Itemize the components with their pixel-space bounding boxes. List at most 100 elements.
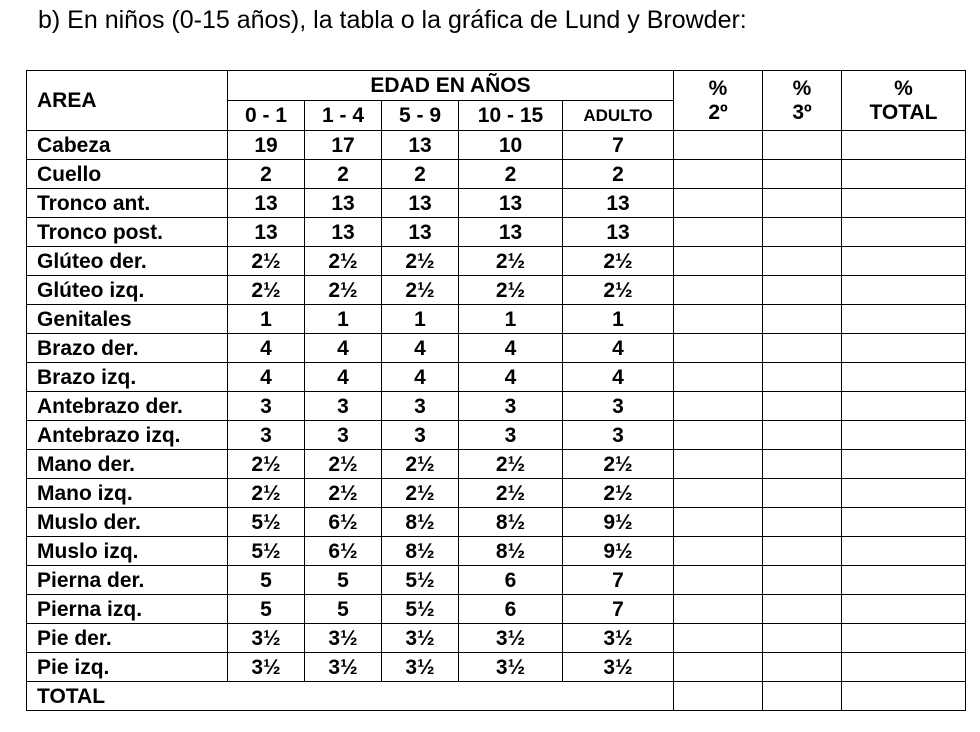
area-cell: Genitales — [26, 304, 228, 334]
value-cell: 2½ — [458, 449, 563, 479]
pct-3-cell[interactable] — [762, 594, 842, 624]
pct-2-cell[interactable] — [673, 333, 763, 363]
value-cell: 13 — [227, 188, 305, 218]
pct-total-cell[interactable] — [841, 449, 966, 479]
pct-2-cell[interactable] — [673, 449, 763, 479]
pct-3-cell[interactable] — [762, 565, 842, 595]
pct-3-symbol: % — [792, 77, 812, 101]
total-label: TOTAL — [26, 681, 674, 711]
table-row: Cuello 2 2 2 2 2 — [26, 159, 966, 189]
pct-3-cell[interactable] — [762, 536, 842, 566]
pct-2-cell[interactable] — [673, 362, 763, 392]
value-cell: 4 — [227, 333, 305, 363]
pct-2-cell[interactable] — [673, 217, 763, 247]
pct-3-cell[interactable] — [762, 159, 842, 189]
pct-3-cell[interactable] — [762, 391, 842, 421]
pct-3-cell[interactable] — [762, 333, 842, 363]
pct-2-cell[interactable] — [673, 478, 763, 508]
value-cell: 4 — [381, 333, 459, 363]
total-row: TOTAL — [26, 681, 966, 711]
value-cell: 3 — [304, 420, 382, 450]
pct-2-cell[interactable] — [673, 188, 763, 218]
area-cell: Cabeza — [26, 130, 228, 160]
table-row: Genitales 1 1 1 1 1 — [26, 304, 966, 334]
table-body: Cabeza 19 17 13 10 7 Cuello 2 2 2 2 2 Tronco ant. 13 1… — [26, 130, 966, 682]
pct-total-cell[interactable] — [841, 623, 966, 653]
pct-3-cell[interactable] — [762, 130, 842, 160]
pct-2-cell[interactable] — [673, 565, 763, 595]
lund-browder-table-container: AREA EDAD EN AÑOS % 2º % 3º % TOTAL 0 - … — [26, 70, 966, 711]
total-pct-3-cell[interactable] — [762, 681, 842, 711]
pct-total-cell[interactable] — [841, 507, 966, 537]
total-pct-total-cell[interactable] — [841, 681, 966, 711]
pct-2-cell[interactable] — [673, 130, 763, 160]
pct-3-cell[interactable] — [762, 217, 842, 247]
value-cell: 10 — [458, 130, 563, 160]
table-row: Pie der. 3½ 3½ 3½ 3½ 3½ — [26, 623, 966, 653]
pct-2-cell[interactable] — [673, 159, 763, 189]
pct-3-cell[interactable] — [762, 188, 842, 218]
pct-total-header: % TOTAL — [841, 70, 966, 131]
age-column-header: 1 - 4 — [304, 100, 382, 131]
pct-total-cell[interactable] — [841, 652, 966, 682]
area-cell: Mano der. — [26, 449, 228, 479]
pct-3-cell[interactable] — [762, 275, 842, 305]
pct-3-cell[interactable] — [762, 304, 842, 334]
pct-total-cell[interactable] — [841, 130, 966, 160]
pct-3-cell[interactable] — [762, 507, 842, 537]
value-cell: 1 — [227, 304, 305, 334]
age-column-header: 5 - 9 — [381, 100, 459, 131]
pct-total-cell[interactable] — [841, 362, 966, 392]
pct-2-cell[interactable] — [673, 391, 763, 421]
pct-total-cell[interactable] — [841, 159, 966, 189]
area-cell: Muslo der. — [26, 507, 228, 537]
area-cell: Antebrazo izq. — [26, 420, 228, 450]
value-cell: 2½ — [562, 275, 674, 305]
pct-total-cell[interactable] — [841, 536, 966, 566]
pct-3-cell[interactable] — [762, 420, 842, 450]
value-cell: 2½ — [227, 275, 305, 305]
pct-total-cell[interactable] — [841, 217, 966, 247]
value-cell: 3 — [227, 420, 305, 450]
pct-2-cell[interactable] — [673, 623, 763, 653]
pct-2-cell[interactable] — [673, 594, 763, 624]
pct-2-cell[interactable] — [673, 652, 763, 682]
value-cell: 6½ — [304, 536, 382, 566]
table-row: Pie izq. 3½ 3½ 3½ 3½ 3½ — [26, 652, 966, 682]
pct-total-cell[interactable] — [841, 594, 966, 624]
pct-3-cell[interactable] — [762, 652, 842, 682]
value-cell: 1 — [562, 304, 674, 334]
value-cell: 1 — [381, 304, 459, 334]
pct-3-cell[interactable] — [762, 362, 842, 392]
pct-total-cell[interactable] — [841, 304, 966, 334]
pct-2-cell[interactable] — [673, 275, 763, 305]
table-header: AREA EDAD EN AÑOS % 2º % 3º % TOTAL 0 - … — [26, 70, 966, 131]
total-pct-2-cell[interactable] — [673, 681, 763, 711]
pct-2-cell[interactable] — [673, 420, 763, 450]
pct-3-cell[interactable] — [762, 449, 842, 479]
table-row: Tronco ant. 13 13 13 13 13 — [26, 188, 966, 218]
pct-2-cell[interactable] — [673, 246, 763, 276]
area-cell: Mano izq. — [26, 478, 228, 508]
pct-2-cell[interactable] — [673, 536, 763, 566]
section-heading: b) En niños (0-15 años), la tabla o la g… — [38, 6, 747, 34]
pct-total-cell[interactable] — [841, 188, 966, 218]
value-cell: 13 — [227, 217, 305, 247]
value-cell: 13 — [458, 188, 563, 218]
pct-total-cell[interactable] — [841, 420, 966, 450]
pct-total-cell[interactable] — [841, 565, 966, 595]
value-cell: 2½ — [562, 478, 674, 508]
pct-2-cell[interactable] — [673, 304, 763, 334]
pct-3-cell[interactable] — [762, 478, 842, 508]
pct-total-cell[interactable] — [841, 333, 966, 363]
pct-total-cell[interactable] — [841, 275, 966, 305]
pct-total-cell[interactable] — [841, 391, 966, 421]
value-cell: 6 — [458, 565, 563, 595]
pct-3-cell[interactable] — [762, 246, 842, 276]
pct-2-cell[interactable] — [673, 507, 763, 537]
value-cell: 5½ — [227, 536, 305, 566]
pct-total-cell[interactable] — [841, 478, 966, 508]
pct-3-cell[interactable] — [762, 623, 842, 653]
pct-total-cell[interactable] — [841, 246, 966, 276]
table-row: Muslo der. 5½ 6½ 8½ 8½ 9½ — [26, 507, 966, 537]
